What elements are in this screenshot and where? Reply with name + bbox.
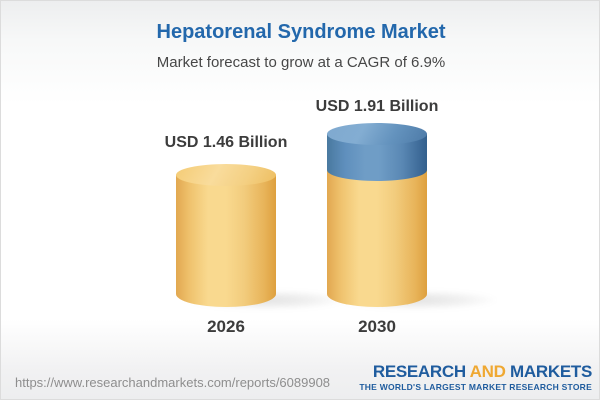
logo-wordmark: RESEARCH AND MARKETS <box>359 363 592 380</box>
cylinder-top-2026 <box>176 164 276 186</box>
year-label-2030: 2030 <box>358 317 396 336</box>
report-url: https://www.researchandmarkets.com/repor… <box>15 375 331 390</box>
value-label-2030: USD 1.91 Billion <box>315 98 439 115</box>
cylinder-body-2026 <box>176 175 276 294</box>
logo-word-and: AND <box>469 362 506 381</box>
growth-segment-top-2030 <box>327 123 427 145</box>
page-subtitle: Market forecast to grow at a CAGR of 6.9… <box>156 54 446 71</box>
logo-tagline: THE WORLD'S LARGEST MARKET RESEARCH STOR… <box>359 382 592 392</box>
logo-word-markets: MARKETS <box>510 362 592 381</box>
logo-word-research: RESEARCH <box>372 362 466 381</box>
research-and-markets-logo: RESEARCH AND MARKETS THE WORLD'S LARGEST… <box>359 363 592 392</box>
page-title: Hepatorenal Syndrome Market <box>156 21 446 43</box>
cylinder-body-2030 <box>327 170 427 294</box>
value-label-2026: USD 1.46 Billion <box>164 134 288 151</box>
year-label-2026: 2026 <box>207 317 245 336</box>
